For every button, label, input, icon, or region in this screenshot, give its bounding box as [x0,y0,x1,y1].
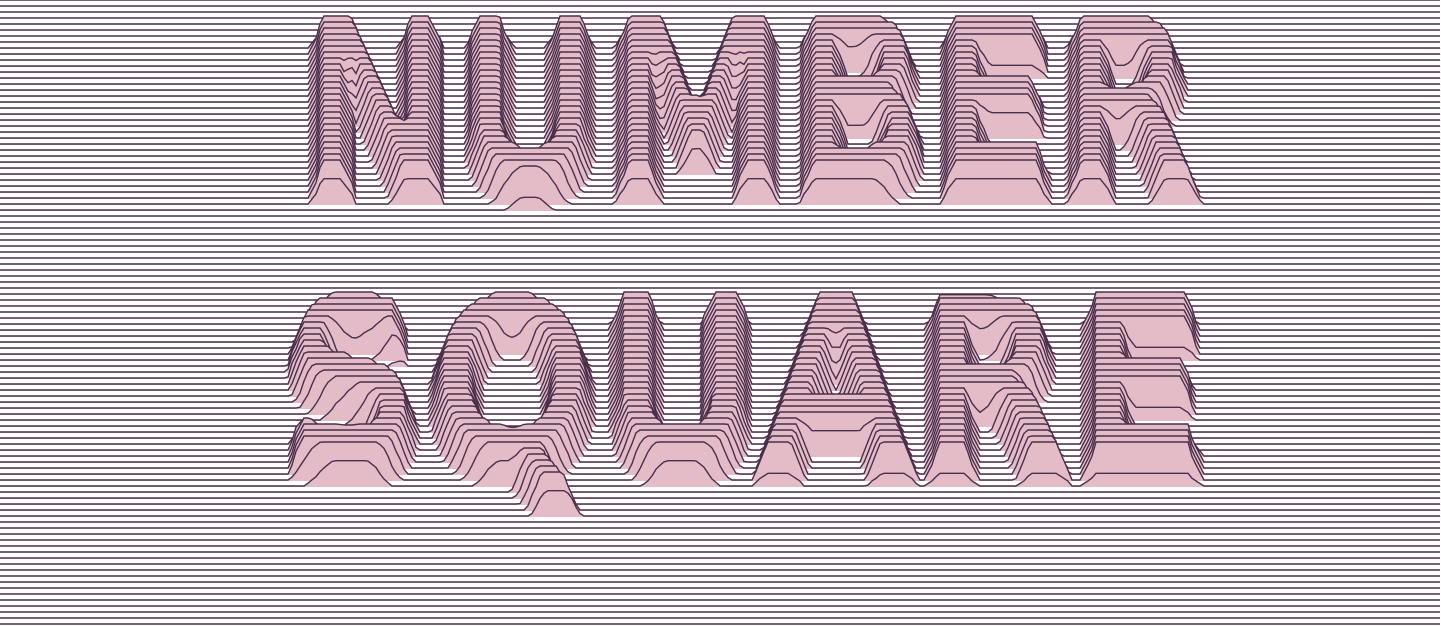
ridge-line [0,429,1440,469]
ridge-line [0,135,1440,175]
ridge-line [0,447,1440,487]
ridge-line [0,69,1440,110]
ridge-line [0,351,1440,392]
ridge-line [0,357,1440,397]
ridge-line [0,117,1440,157]
ridge-line [0,453,1440,493]
ridge-line [0,393,1440,433]
ridge-line [0,63,1440,103]
ridge-line [0,327,1440,367]
ridge-line [0,75,1440,116]
ridge-line [0,417,1440,457]
ridge-fill [0,448,1441,487]
ridge-line [0,399,1440,439]
ridge-line [0,303,1440,343]
ridge-line [0,339,1440,379]
ridge-line [0,141,1440,181]
ridge-line [0,129,1440,169]
ridge-line [0,81,1440,121]
ridge-line [0,99,1440,140]
ridge-line [0,369,1440,409]
ridge-line [0,153,1440,193]
ridge-line [0,333,1440,373]
ridge-line [0,363,1440,403]
ridge-line [0,405,1440,445]
ridge-line [0,381,1440,421]
ridge-line [0,423,1440,463]
ridge-line [0,465,1440,505]
ridge-line [0,147,1440,187]
ridge-line [0,45,1440,85]
ridge-line [0,105,1440,145]
ridge-line [0,196,1440,211]
ridge-line [0,321,1440,361]
ridge-line [0,165,1440,205]
ridge-line [0,309,1440,349]
ridge-line [0,435,1440,475]
ridge-line [0,441,1440,481]
ridge-line [0,123,1440,163]
ridge-line [0,345,1440,385]
ridge-line [0,51,1440,91]
ridge-line [0,387,1440,427]
ridge-line [0,297,1440,337]
ridge-line [0,87,1440,127]
ridge-line [0,375,1440,415]
ridge-line [0,459,1440,499]
ridge-line [0,490,1440,517]
ridge-line [0,471,1440,511]
ridge-line [0,315,1440,355]
ridge-fill [0,166,1441,205]
ridge-line [0,291,1440,331]
ridge-line [0,93,1440,134]
ridge-line [0,111,1440,151]
ridge-line [0,57,1440,97]
ridge-line [0,159,1440,199]
